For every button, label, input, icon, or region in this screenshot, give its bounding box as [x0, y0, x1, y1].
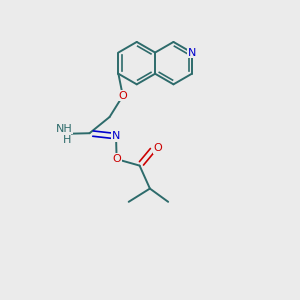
Text: O: O — [154, 143, 162, 153]
Text: H: H — [63, 135, 71, 145]
Text: O: O — [118, 91, 127, 101]
Text: N: N — [188, 47, 196, 58]
Text: O: O — [112, 154, 121, 164]
Text: NH: NH — [56, 124, 72, 134]
Text: N: N — [112, 131, 120, 141]
